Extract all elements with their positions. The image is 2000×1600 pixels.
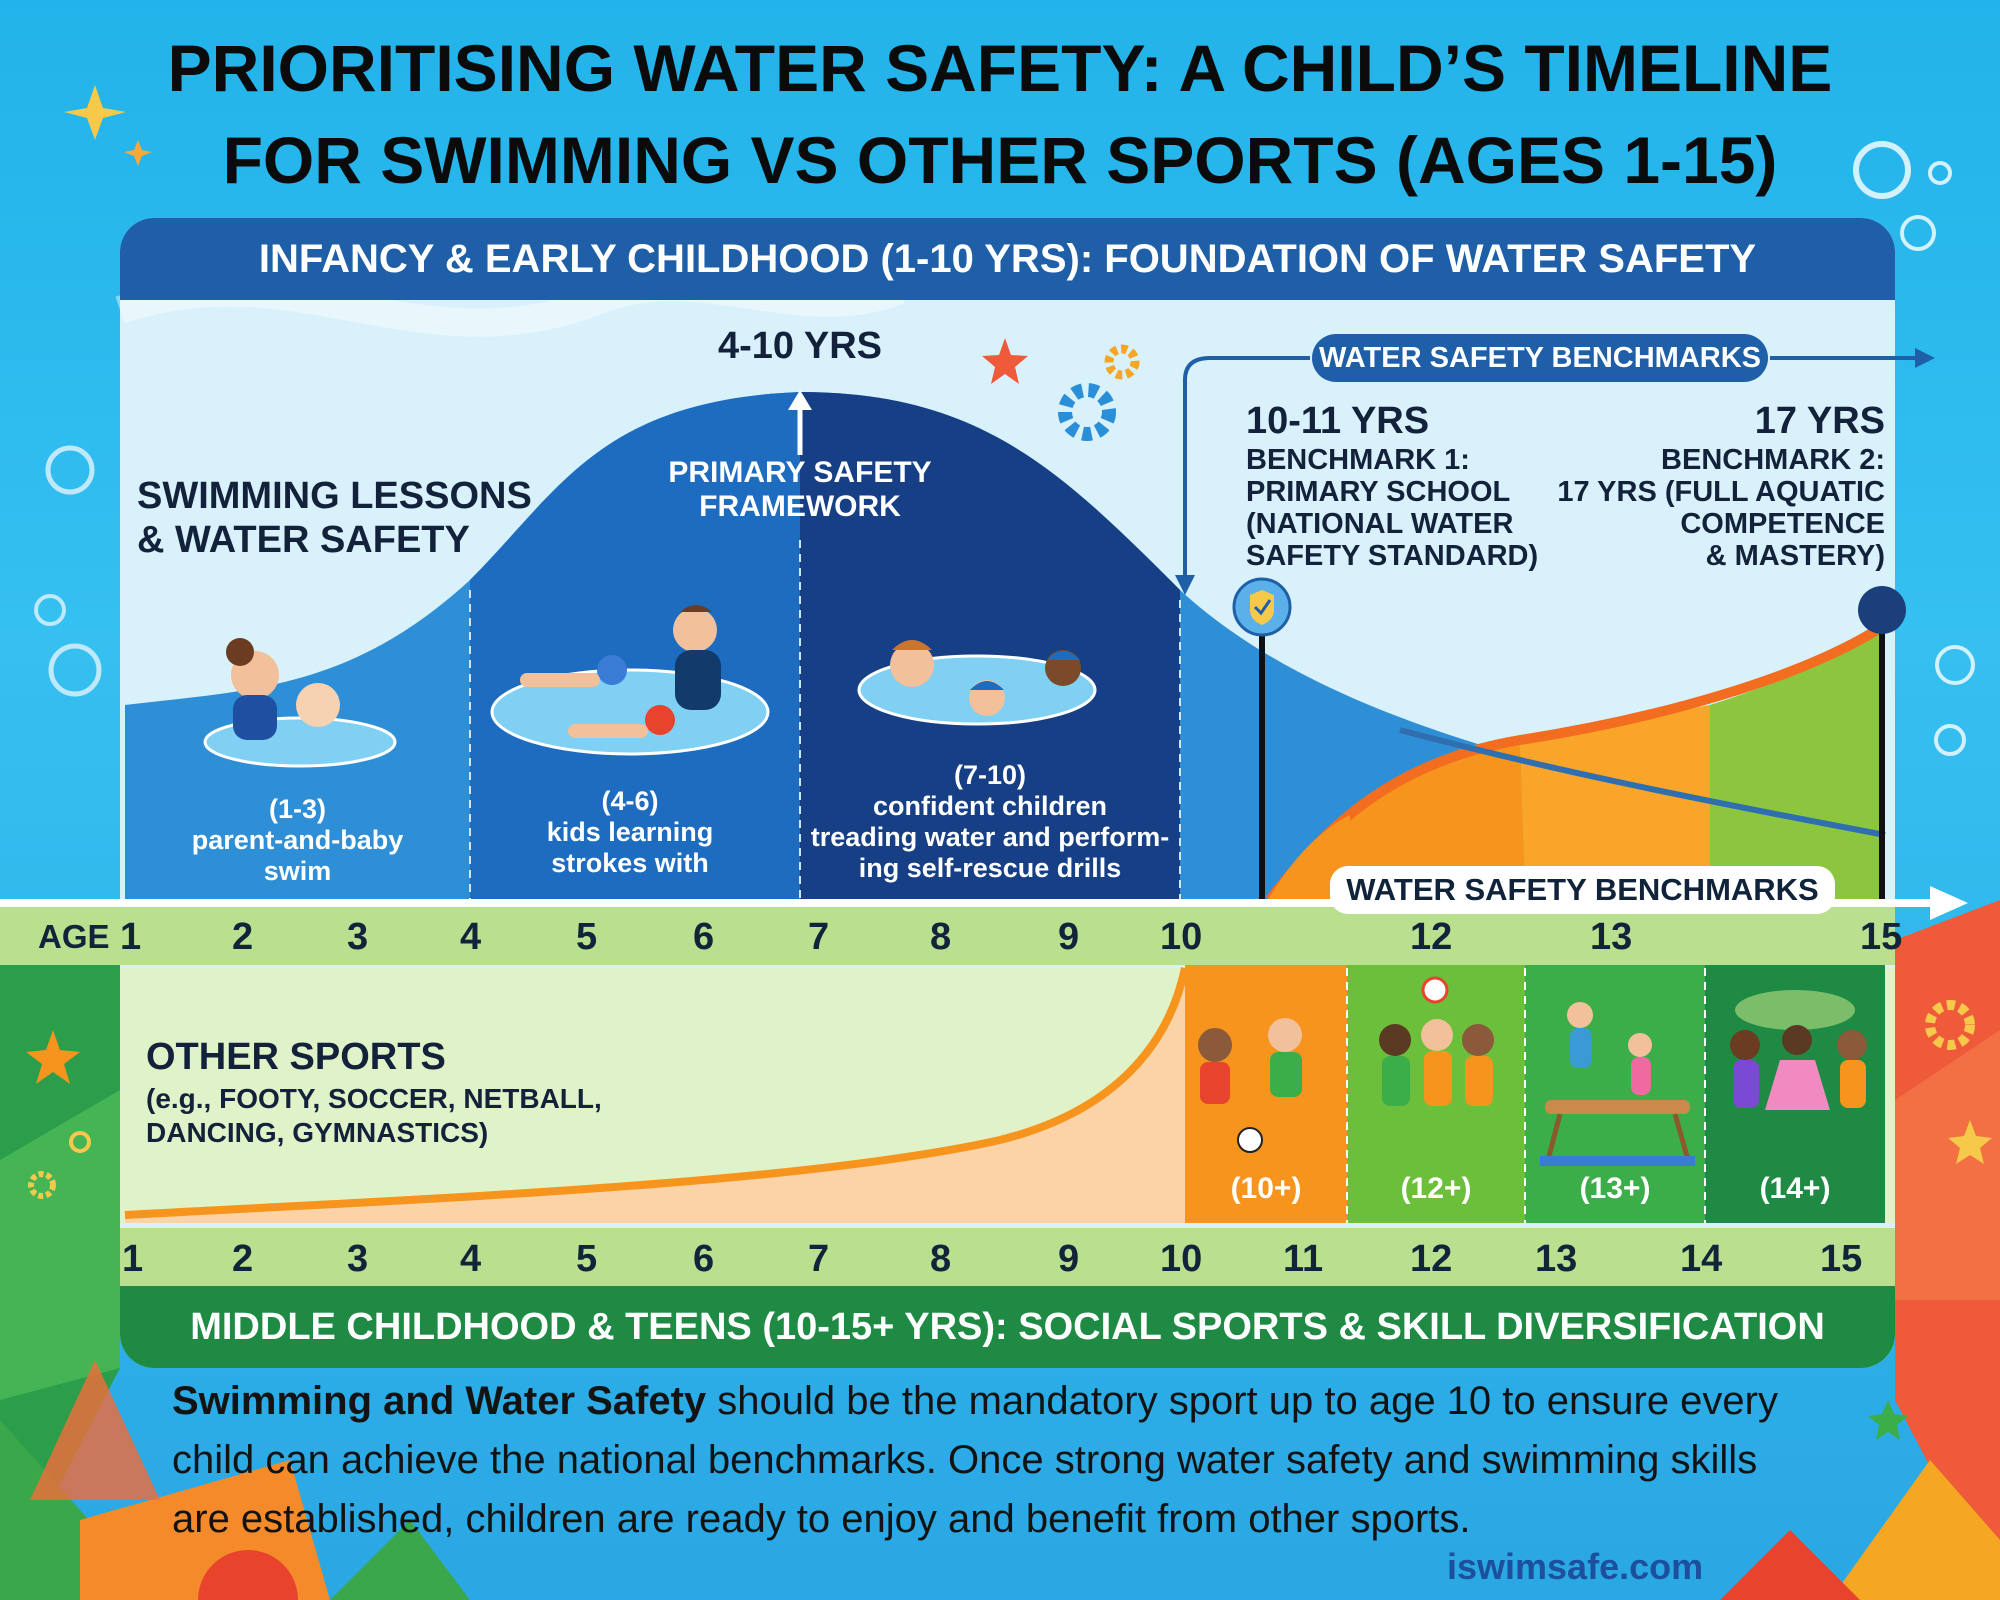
age-tick: 8 — [930, 1238, 952, 1280]
other-sports-examples: (e.g., FOOTY, SOCCER, NETBALL, DANCING, … — [146, 1082, 602, 1150]
age-tick: 3 — [347, 916, 369, 958]
stage-1-3-age: (1-3) — [268, 794, 326, 824]
footer-text-1: should be the mandatory sport up to age … — [706, 1379, 1778, 1423]
age-tick: 7 — [808, 916, 830, 958]
stage-4-6-line-1: kids learning — [546, 817, 714, 847]
benchmark-1-line-1: BENCHMARK 1: — [1246, 444, 1470, 476]
framework-label: PRIMARY SAFETY FRAMEWORK — [630, 456, 970, 524]
age-tick: 6 — [693, 916, 715, 958]
footer-text-2: child can achieve the national benchmark… — [172, 1438, 1758, 1482]
stage-7-10-line-2: treading water and perform- — [810, 822, 1170, 852]
swimming-heading-line-2: & WATER SAFETY — [137, 519, 470, 561]
sport-stage-12: (12+) — [1400, 1172, 1472, 1205]
age-axis-label: AGE — [38, 918, 110, 955]
age-tick: 11 — [1283, 1238, 1324, 1280]
age-tick: 1 — [122, 1238, 144, 1280]
stage-7-10-age: (7-10) — [953, 760, 1027, 790]
benchmark-2-age: 17 YRS — [1754, 400, 1885, 442]
age-tick: 2 — [232, 916, 254, 958]
other-sports-line-2: DANCING, GYMNASTICS) — [146, 1117, 489, 1148]
age-tick: 14 — [1680, 1238, 1723, 1280]
sport-stage-10: (10+) — [1230, 1172, 1302, 1205]
age-tick: 8 — [930, 916, 952, 958]
age-tick: 4 — [460, 916, 482, 958]
benchmark-2: 17 YRS BENCHMARK 2: 17 YRS (FULL AQUATIC… — [1500, 398, 1885, 572]
age-tick: 3 — [347, 1238, 369, 1280]
age-tick: 13 — [1590, 916, 1633, 958]
website-link[interactable]: iswimsafe.com — [1447, 1546, 1704, 1587]
age-tick: 10 — [1160, 1238, 1203, 1280]
stage-7-10: (7-10) confident children treading water… — [800, 760, 1180, 884]
age-tick: 2 — [232, 1238, 254, 1280]
benchmark-1-line-3: (NATIONAL WATER — [1246, 508, 1514, 540]
benchmarks-pill-lower: WATER SAFETY BENCHMARKS — [1330, 866, 1835, 914]
framework-line-2: FRAMEWORK — [699, 490, 901, 523]
footer-text-3: are established, children are ready to e… — [172, 1497, 1471, 1541]
age-tick: 1 — [120, 916, 142, 958]
age-tick: 4 — [460, 1238, 482, 1280]
benchmark-2-line-1: BENCHMARK 2: — [1661, 444, 1885, 476]
sport-stage-13: (13+) — [1579, 1172, 1651, 1205]
benchmark-2-line-3: COMPETENCE — [1680, 508, 1885, 540]
age-tick: 15 — [1820, 1238, 1863, 1280]
stage-7-10-line-1: confident children — [872, 791, 1107, 821]
stage-4-6: (4-6) kids learning strokes with — [495, 786, 765, 879]
swimming-heading: SWIMMING LESSONS & WATER SAFETY — [137, 474, 532, 562]
title-line-1: PRIORITISING WATER SAFETY: A CHILD’S TIM… — [167, 31, 1833, 105]
age-tick: 9 — [1058, 1238, 1080, 1280]
stage-1-3-line-1: parent-and-baby — [191, 825, 404, 855]
top-banner: INFANCY & EARLY CHILDHOOD (1-10 YRS): FO… — [120, 218, 1895, 300]
age-tick: 5 — [576, 916, 598, 958]
benchmark-2-line-2: 17 YRS (FULL AQUATIC — [1557, 476, 1885, 508]
framework-line-1: PRIMARY SAFETY — [668, 456, 932, 489]
age-tick: 7 — [808, 1238, 830, 1280]
other-sports-line-1: (e.g., FOOTY, SOCCER, NETBALL, — [146, 1083, 602, 1114]
sport-stage-14: (14+) — [1759, 1172, 1831, 1205]
age-tick: 9 — [1058, 916, 1080, 958]
stage-4-6-age: (4-6) — [601, 786, 659, 816]
bottom-banner: MIDDLE CHILDHOOD & TEENS (10-15+ YRS): S… — [120, 1286, 1895, 1368]
age-tick: 5 — [576, 1238, 598, 1280]
swimming-heading-line-1: SWIMMING LESSONS — [137, 475, 532, 517]
benchmark-2-line-4: & MASTERY) — [1705, 540, 1885, 572]
stage-1-3: (1-3) parent-and-baby swim — [170, 794, 425, 887]
age-tick: 6 — [693, 1238, 715, 1280]
benchmark-1-line-4: SAFETY STANDARD) — [1246, 540, 1539, 572]
page-title: PRIORITISING WATER SAFETY: A CHILD’S TIM… — [0, 22, 2000, 206]
age-tick: 15 — [1860, 916, 1903, 958]
benchmarks-pill: WATER SAFETY BENCHMARKS — [1312, 334, 1768, 382]
age-tick: 10 — [1160, 916, 1203, 958]
stage-4-6-line-2: strokes with — [551, 848, 709, 878]
stage-1-3-line-2: swim — [263, 856, 332, 886]
benchmark-1-line-2: PRIMARY SCHOOL — [1246, 476, 1511, 508]
peak-label: 4-10 YRS — [717, 325, 883, 367]
age-tick: 13 — [1535, 1238, 1578, 1280]
age-tick: 12 — [1410, 1238, 1453, 1280]
benchmark-1-age: 10-11 YRS — [1246, 400, 1430, 442]
other-sports-heading: OTHER SPORTS — [146, 1036, 446, 1078]
benchmark-1: 10-11 YRS BENCHMARK 1: PRIMARY SCHOOL (N… — [1246, 398, 1538, 572]
title-line-2: FOR SWIMMING VS OTHER SPORTS (AGES 1-15) — [222, 123, 1778, 197]
age-tick: 12 — [1410, 916, 1453, 958]
footer-text: Swimming and Water Safety should be the … — [172, 1372, 1872, 1549]
stage-7-10-line-3: ing self-rescue drills — [858, 853, 1122, 883]
footer-bold: Swimming and Water Safety — [172, 1379, 707, 1423]
